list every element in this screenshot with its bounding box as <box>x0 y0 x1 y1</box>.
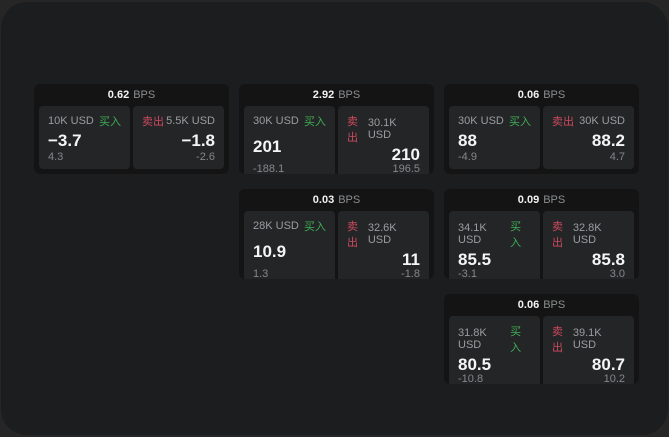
buy-size: 31.8K USD <box>458 327 487 351</box>
sell-price: 210 <box>391 145 420 164</box>
sell-size: 30K USD <box>579 115 625 127</box>
sell-label: 卖出 <box>347 116 358 144</box>
buy-price: 80.5 <box>458 355 492 374</box>
buy-size: 10K USD <box>48 115 94 127</box>
card-body: 28K USD 买入 10.9 1.3 卖出 32.6K USD 11 -1.8 <box>239 211 434 279</box>
card-body: 30K USD 买入 88 -4.9 卖出 30K USD 88.2 4.7 <box>444 106 639 174</box>
quote-card: 2.92 BPS 30K USD 买入 201 -188.1 卖出 30.1K … <box>239 84 434 174</box>
buy-sub-value: -3.1 <box>458 268 477 279</box>
buy-size: 28K USD <box>253 220 299 232</box>
buy-price-tile[interactable]: 34.1K USD 买入 85.5 -3.1 <box>449 211 540 279</box>
buy-price: 10.9 <box>253 242 287 261</box>
sell-price: −1.8 <box>181 131 215 150</box>
buy-size: 30K USD <box>458 115 504 127</box>
sell-size: 30.1K USD <box>367 117 397 141</box>
buy-price: −3.7 <box>48 131 82 150</box>
buy-sub-value: -188.1 <box>253 163 285 174</box>
sell-sub-value: 10.2 <box>603 373 625 384</box>
bps-unit: BPS <box>543 89 566 101</box>
buy-price-tile[interactable]: 31.8K USD 买入 80.5 -10.8 <box>449 316 540 384</box>
sell-sub-value: 196.5 <box>392 163 420 174</box>
card-header: 0.62 BPS <box>34 84 229 106</box>
sell-sub-value: 3.0 <box>609 268 625 279</box>
bps-value: 2.92 <box>312 89 335 101</box>
bps-value: 0.03 <box>312 194 335 206</box>
buy-label: 买入 <box>304 116 326 128</box>
sell-label: 卖出 <box>347 221 358 249</box>
buy-price-tile[interactable]: 10K USD 买入 −3.7 4.3 <box>39 106 130 169</box>
sell-price-tile[interactable]: 卖出 30.1K USD 210 196.5 <box>338 106 429 174</box>
buy-sub-value: -4.9 <box>458 151 477 163</box>
buy-sub-value: 1.3 <box>253 268 269 279</box>
bps-unit: BPS <box>543 299 566 311</box>
buy-label: 买入 <box>510 221 522 249</box>
card-header: 0.03 BPS <box>239 189 434 211</box>
bps-value: 0.62 <box>107 89 130 101</box>
sell-price: 88.2 <box>591 131 625 150</box>
quote-cards-grid: 0.62 BPS 10K USD 买入 −3.7 4.3 卖出 5.5K USD <box>34 84 639 384</box>
buy-label: 买入 <box>304 221 326 233</box>
quote-card: 0.62 BPS 10K USD 买入 −3.7 4.3 卖出 5.5K USD <box>34 84 229 174</box>
sell-sub-value: -1.8 <box>401 268 420 279</box>
bps-value: 0.09 <box>517 194 540 206</box>
sell-size: 32.6K USD <box>367 222 397 246</box>
sell-label: 卖出 <box>552 326 563 354</box>
sell-price-tile[interactable]: 卖出 5.5K USD −1.8 -2.6 <box>133 106 224 169</box>
bps-unit: BPS <box>338 194 361 206</box>
buy-price-tile[interactable]: 30K USD 买入 201 -188.1 <box>244 106 335 174</box>
sell-price: 80.7 <box>591 355 625 374</box>
buy-size: 34.1K USD <box>458 222 487 246</box>
card-header: 0.09 BPS <box>444 189 639 211</box>
card-body: 10K USD 买入 −3.7 4.3 卖出 5.5K USD −1.8 -2.… <box>34 106 229 174</box>
card-header: 0.06 BPS <box>444 294 639 316</box>
sell-sub-value: -2.6 <box>196 151 215 163</box>
sell-size: 32.8K USD <box>572 222 602 246</box>
buy-sub-value: 4.3 <box>48 151 64 163</box>
buy-price-tile[interactable]: 28K USD 买入 10.9 1.3 <box>244 211 335 279</box>
buy-size: 30K USD <box>253 115 299 127</box>
quote-card: 0.09 BPS 34.1K USD 买入 85.5 -3.1 卖出 32.8K… <box>444 189 639 279</box>
card-body: 30K USD 买入 201 -188.1 卖出 30.1K USD 210 1… <box>239 106 434 174</box>
card-header: 0.06 BPS <box>444 84 639 106</box>
sell-size: 39.1K USD <box>572 327 602 351</box>
sell-price-tile[interactable]: 卖出 32.8K USD 85.8 3.0 <box>543 211 634 279</box>
bps-value: 0.06 <box>517 89 540 101</box>
sell-sub-value: 4.7 <box>609 151 625 163</box>
sell-price: 85.8 <box>591 250 625 269</box>
sell-price-tile[interactable]: 卖出 39.1K USD 80.7 10.2 <box>543 316 634 384</box>
buy-price: 88 <box>458 131 477 150</box>
card-header: 2.92 BPS <box>239 84 434 106</box>
buy-price-tile[interactable]: 30K USD 买入 88 -4.9 <box>449 106 540 169</box>
card-body: 34.1K USD 买入 85.5 -3.1 卖出 32.8K USD 85.8… <box>444 211 639 279</box>
sell-label: 卖出 <box>552 221 563 249</box>
sell-price-tile[interactable]: 卖出 32.6K USD 11 -1.8 <box>338 211 429 279</box>
quote-card: 0.06 BPS 31.8K USD 买入 80.5 -10.8 卖出 39.1… <box>444 294 639 384</box>
sell-price: 11 <box>402 250 420 269</box>
sell-price-tile[interactable]: 卖出 30K USD 88.2 4.7 <box>543 106 634 169</box>
sell-label: 卖出 <box>142 116 164 128</box>
bps-value: 0.06 <box>517 299 540 311</box>
bps-unit: BPS <box>133 89 156 101</box>
quote-card: 0.06 BPS 30K USD 买入 88 -4.9 卖出 30K USD <box>444 84 639 174</box>
bps-unit: BPS <box>543 194 566 206</box>
buy-price: 201 <box>253 137 282 156</box>
bps-unit: BPS <box>338 89 361 101</box>
buy-price: 85.5 <box>458 250 492 269</box>
buy-label: 买入 <box>509 116 531 128</box>
buy-label: 买入 <box>510 326 522 354</box>
card-body: 31.8K USD 买入 80.5 -10.8 卖出 39.1K USD 80.… <box>444 316 639 384</box>
sell-label: 卖出 <box>552 116 574 128</box>
buy-sub-value: -10.8 <box>458 373 484 384</box>
quote-card: 0.03 BPS 28K USD 买入 10.9 1.3 卖出 32.6K US… <box>239 189 434 279</box>
sell-size: 5.5K USD <box>166 115 215 127</box>
buy-label: 买入 <box>99 116 121 128</box>
